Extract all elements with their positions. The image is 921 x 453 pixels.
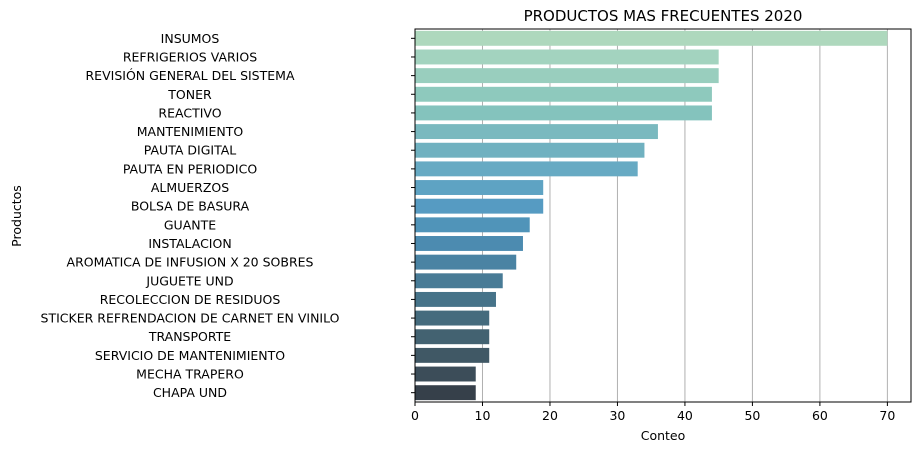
y-tick-label: INSUMOS: [161, 31, 220, 46]
bars-group: [415, 30, 888, 401]
bar: [415, 329, 490, 345]
y-tick-label: MANTENIMIENTO: [137, 124, 244, 139]
bar: [415, 68, 719, 84]
plot-frame: [414, 28, 912, 403]
bar: [415, 124, 658, 140]
grid-lines: [414, 29, 888, 402]
bar: [415, 49, 719, 65]
x-tick-label: 20: [542, 408, 558, 423]
y-tick-label: GUANTE: [164, 217, 216, 232]
y-tick-label: SERVICIO DE MANTENIMIENTO: [95, 348, 285, 363]
y-tick-label: STICKER REFRENDACION DE CARNET EN VINILO: [41, 311, 340, 326]
x-tick-label: 40: [677, 408, 693, 423]
bar: [415, 30, 888, 46]
bar: [415, 310, 490, 326]
y-tick-label: TRANSPORTE: [148, 329, 231, 344]
bar: [415, 105, 712, 121]
x-tick-label: 60: [812, 408, 828, 423]
y-tick-label: REVISIÓN GENERAL DEL SISTEMA: [86, 68, 295, 83]
y-tick-label: JUGUETE UND: [145, 273, 233, 288]
y-tick-label: RECOLECCION DE RESIDUOS: [100, 292, 281, 307]
x-tick-label: 50: [744, 408, 760, 423]
bar: [415, 142, 645, 158]
bar: [415, 254, 517, 270]
x-tick-label: 10: [475, 408, 491, 423]
chart-title: PRODUCTOS MAS FRECUENTES 2020: [524, 7, 803, 25]
y-tick-label: INSTALACION: [148, 236, 231, 251]
y-tick-label: CHAPA UND: [153, 385, 227, 400]
bar: [415, 86, 712, 102]
y-tick-label: TONER: [167, 87, 212, 102]
x-tick-label: 70: [879, 408, 895, 423]
bar: [415, 385, 476, 401]
y-axis-label: Productos: [9, 185, 24, 247]
bar: [415, 273, 503, 289]
y-tick-label: ALMUERZOS: [151, 180, 229, 195]
y-tick-label: PAUTA EN PERIODICO: [123, 161, 258, 176]
y-tick-label: BOLSA DE BASURA: [131, 199, 250, 214]
y-axis-ticks: INSUMOS REFRIGERIOS VARIOS REVISIÓN GENERA…: [41, 31, 415, 400]
x-tick-label: 0: [411, 408, 419, 423]
y-tick-label: MECHA TRAPERO: [136, 367, 244, 382]
x-axis-label: Conteo: [641, 428, 686, 443]
bar: [415, 161, 638, 177]
bar: [415, 366, 476, 382]
bar: [415, 236, 523, 251]
y-tick-label: PAUTA DIGITAL: [144, 143, 237, 158]
bar: [415, 198, 544, 214]
y-tick-label: REACTIVO: [158, 105, 221, 120]
bar: [415, 291, 496, 307]
bar: [415, 180, 544, 195]
x-tick-label: 30: [609, 408, 625, 423]
y-tick-label: REFRIGERIOS VARIOS: [123, 49, 257, 64]
y-tick-label: AROMATICA DE INFUSION X 20 SOBRES: [67, 255, 314, 270]
bar: [415, 217, 530, 233]
bar: [415, 347, 490, 363]
x-axis-ticks: 0 10 20 30 40 50 60 70: [411, 402, 895, 423]
